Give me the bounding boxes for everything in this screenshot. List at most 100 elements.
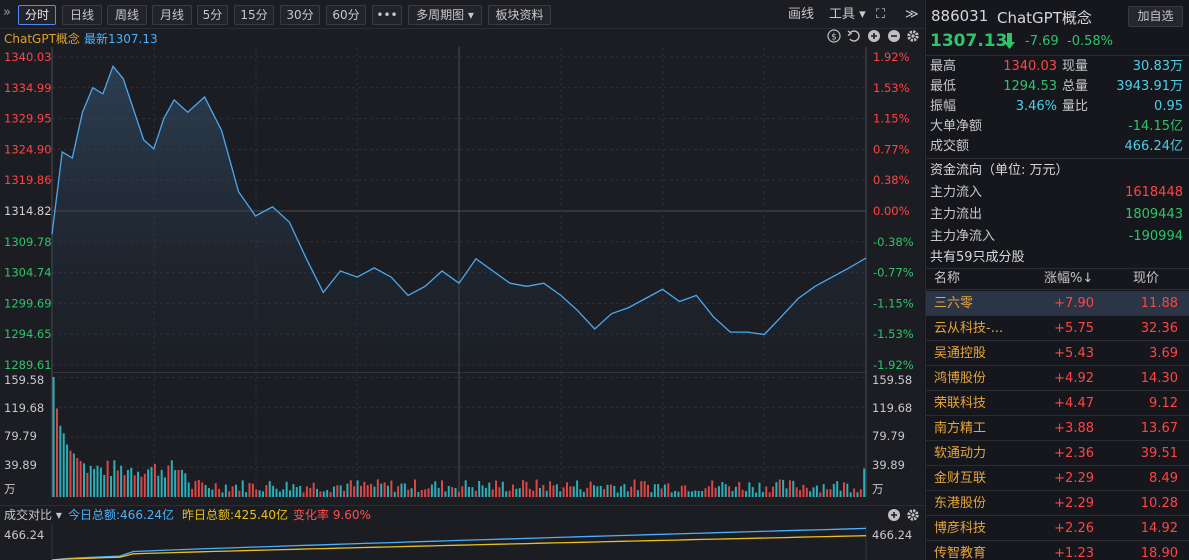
volume-bar <box>579 489 582 497</box>
volume-bar <box>255 489 258 497</box>
tab-intraday[interactable]: 分时 <box>18 5 56 25</box>
volume-bar <box>734 486 737 497</box>
multi-period-dropdown[interactable]: 多周期图 ▾ <box>408 5 482 25</box>
volume-bar <box>559 491 562 497</box>
header-name[interactable]: 名称 <box>934 271 961 286</box>
volume-bar <box>562 487 565 497</box>
tab-daily[interactable]: 日线 <box>62 5 102 25</box>
expand-right-icon[interactable]: ≫ <box>905 7 919 22</box>
volume-bar <box>630 486 633 497</box>
volume-bar <box>609 484 612 497</box>
percent-axis-tick: -1.92% <box>873 358 914 372</box>
tab-60min[interactable]: 60分 <box>326 5 366 25</box>
tab-30min[interactable]: 30分 <box>280 5 320 25</box>
volume-bar <box>785 488 788 497</box>
volume-axis-tick: 万 <box>4 482 16 496</box>
volume-bar <box>363 481 366 497</box>
stock-name: 鸿博股份 <box>934 371 987 386</box>
volume-bar <box>407 489 410 497</box>
tab-15min[interactable]: 15分 <box>234 5 274 25</box>
volume-axis-tick-right: 159.58 <box>872 373 912 387</box>
volume-bar <box>302 492 305 497</box>
volume-bar <box>711 480 714 497</box>
undo-icon[interactable] <box>847 29 861 43</box>
big-order-net-value: -14.15亿 <box>1128 119 1183 134</box>
volume-bar <box>714 487 717 497</box>
volume-bar <box>863 468 866 497</box>
percent-axis-tick: 0.00% <box>873 204 910 218</box>
volume-bar <box>430 484 433 497</box>
more-periods-button[interactable]: ••• <box>372 5 402 25</box>
volume-bar <box>285 481 288 497</box>
volume-bar <box>211 489 214 497</box>
volume-bar <box>62 433 65 498</box>
volume-bar <box>677 491 680 497</box>
zoom-in-icon[interactable] <box>867 29 881 43</box>
header-change-sort[interactable]: 涨幅%↓ <box>1044 271 1094 286</box>
volume-chart[interactable]: 159.58 159.58 119.68 119.68 79.79 79.79 39.89 3… <box>0 372 924 505</box>
volume-bar <box>535 479 538 497</box>
intraday-price-chart[interactable]: 1340.03 1334.99 1329.95 1324.90 1319.86 1314.… <box>0 47 924 372</box>
volume-axis-tick-right: 39.89 <box>872 458 905 472</box>
stock-change: +4.92 <box>1054 371 1094 386</box>
stock-row[interactable]: 传智教育 +1.23 18.90 <box>926 541 1189 560</box>
stock-row[interactable]: 南方精工 +3.88 13.67 <box>926 416 1189 441</box>
stock-row[interactable]: 软通动力 +2.36 39.51 <box>926 441 1189 466</box>
volume-bar <box>116 470 119 497</box>
volume-bar <box>859 489 862 497</box>
sector-info-button[interactable]: 板块资料 <box>488 5 551 25</box>
collapse-left-icon[interactable]: » <box>3 5 11 20</box>
currency-icon[interactable]: $ <box>827 29 841 43</box>
volume-bar <box>697 491 700 497</box>
stock-row[interactable]: 三六零 +7.90 11.88 <box>926 291 1189 316</box>
volume-bar <box>295 487 298 497</box>
volume-bar <box>346 483 349 497</box>
fullscreen-icon[interactable]: ⛶ <box>876 7 886 22</box>
tab-weekly[interactable]: 周线 <box>107 5 147 25</box>
ratio-settings-gear-icon[interactable] <box>906 508 920 522</box>
turnover-value: 466.24亿 <box>1124 139 1184 154</box>
price-axis-tick: 1309.78 <box>4 235 52 249</box>
stock-row[interactable]: 东港股份 +2.29 10.28 <box>926 491 1189 516</box>
tab-5min[interactable]: 5分 <box>197 5 228 25</box>
draw-line-button[interactable]: 画线 <box>788 7 815 22</box>
stock-row[interactable]: 荣联科技 +4.47 9.12 <box>926 391 1189 416</box>
stock-row[interactable]: 吴通控股 +5.43 3.69 <box>926 341 1189 366</box>
stock-row[interactable]: 鸿博股份 +4.92 14.30 <box>926 366 1189 391</box>
volume-bar <box>636 490 639 497</box>
stock-name: 南方精工 <box>934 421 987 436</box>
volume-bar <box>262 491 264 497</box>
price-axis-tick: 1340.03 <box>4 50 52 64</box>
stat-label: 最低 <box>930 79 957 94</box>
volume-bar <box>214 483 217 497</box>
zoom-out-icon[interactable] <box>887 29 901 43</box>
volume-bar <box>336 485 339 497</box>
volume-bar <box>79 461 82 497</box>
turnover-compare-chart: 466.24 466.24 <box>4 525 912 560</box>
volume-bar <box>349 480 352 497</box>
volume-bar <box>245 492 248 497</box>
header-price[interactable]: 现价 <box>1133 271 1160 286</box>
percent-axis-tick: -1.15% <box>873 296 914 310</box>
tab-monthly[interactable]: 月线 <box>152 5 192 25</box>
stock-row[interactable]: 博彦科技 +2.26 14.92 <box>926 516 1189 541</box>
settings-gear-icon[interactable] <box>906 29 920 43</box>
volume-bar <box>772 486 775 497</box>
ratio-zoom-in-icon[interactable] <box>887 508 901 522</box>
stock-row[interactable]: 云从科技-... +5.75 32.36 <box>926 316 1189 341</box>
stock-row[interactable]: 金财互联 +2.29 8.49 <box>926 466 1189 491</box>
percent-axis-tick: -0.77% <box>873 266 914 280</box>
compare-dropdown[interactable]: 成交对比 ▾ <box>4 508 62 522</box>
price-axis-tick: 1334.99 <box>4 81 52 95</box>
volume-bar <box>305 486 308 497</box>
stock-change: +4.47 <box>1054 396 1094 411</box>
volume-bar <box>474 490 477 497</box>
volume-bar <box>538 488 541 497</box>
tools-dropdown[interactable]: 工具 ▾ <box>829 7 866 22</box>
volume-bar <box>518 488 521 497</box>
volume-bar <box>184 473 187 497</box>
volume-bar <box>745 491 747 497</box>
turnover-compare-bar: 成交对比 ▾ 今日总额:466.24亿 昨日总额:425.40亿 变化率 9.6… <box>0 505 924 525</box>
volume-bar <box>552 485 555 497</box>
add-watchlist-button[interactable]: 加自选 <box>1128 6 1183 27</box>
